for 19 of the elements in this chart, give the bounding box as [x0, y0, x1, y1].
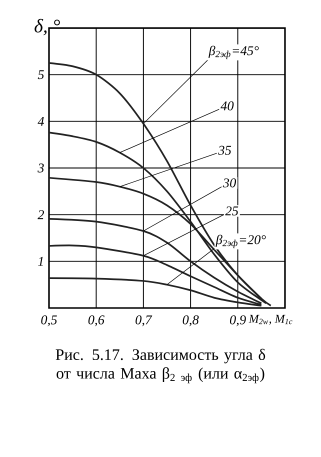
- y-tick-label: 1: [38, 256, 43, 266]
- y-axis-title: δ, °: [34, 18, 60, 36]
- y-tick-label: 5: [38, 70, 44, 80]
- y-tick-label: 2: [38, 210, 44, 220]
- text: 30: [222, 178, 236, 188]
- x-tick-label: 0,6: [88, 315, 104, 326]
- text: β$_{2эф}$=20°: [216, 234, 266, 248]
- x-axis-title: M$_{2w}$, M$_{1c}$: [248, 314, 292, 325]
- text: 35: [218, 146, 232, 155]
- x-tick-label: 0,5: [41, 315, 57, 326]
- y-tick-label: 4: [38, 116, 44, 126]
- text: Рис. 5.17. Зависимость угла δ от числа Маха β$_{2 эф}$ (или α$_{2эф}$): [56, 348, 266, 384]
- x-tick-label: 0,7: [136, 315, 152, 326]
- x-tick-label: 0,9: [230, 315, 246, 326]
- text: 25: [225, 206, 238, 216]
- x-tick-label: 0,8: [182, 315, 199, 326]
- y-tick-label: 3: [38, 164, 44, 172]
- text: β$_{2эф}$=45°: [208, 46, 259, 60]
- text: 40: [220, 101, 234, 110]
